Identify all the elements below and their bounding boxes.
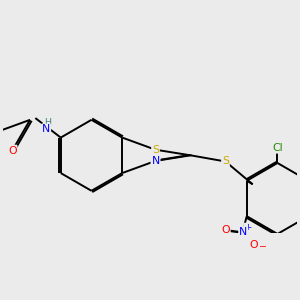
Text: −: − (259, 241, 267, 250)
Text: O: O (250, 240, 258, 250)
Text: O: O (8, 146, 16, 156)
Text: N: N (239, 227, 248, 237)
Text: N: N (42, 124, 50, 134)
Text: Cl: Cl (272, 143, 283, 153)
Text: N: N (152, 156, 160, 166)
Text: H: H (44, 118, 51, 127)
Text: S: S (222, 157, 229, 166)
Text: O: O (221, 225, 230, 236)
Text: +: + (244, 224, 251, 232)
Text: S: S (152, 145, 159, 155)
